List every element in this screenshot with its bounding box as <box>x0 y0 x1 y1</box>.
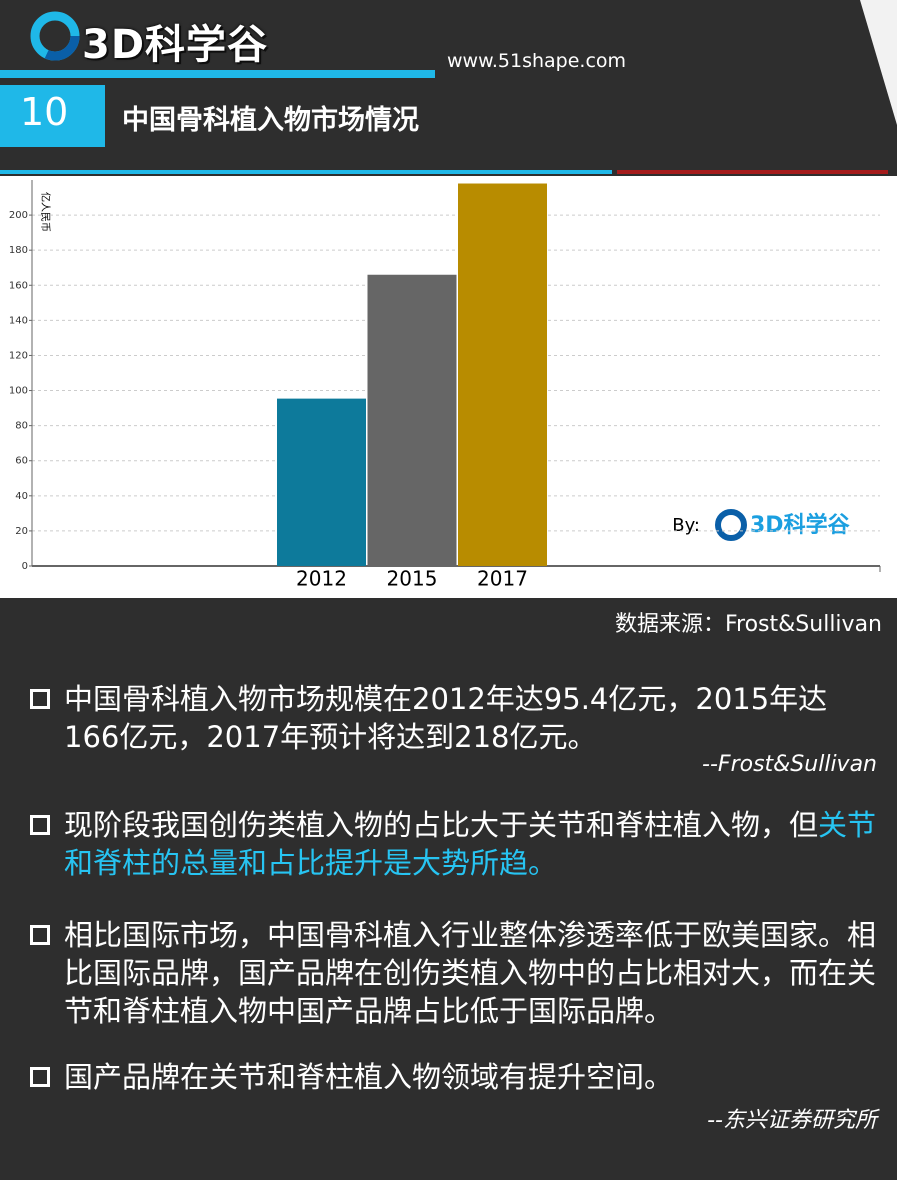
bullet-text: 国产品牌在关节和脊柱植入物领域有提升空间。 <box>64 1060 674 1094</box>
y-tick-label: 20 <box>15 526 28 537</box>
x-tick-label: 2012 <box>296 567 347 591</box>
bullet-box <box>30 815 50 835</box>
bullet-text: 现阶段我国创伤类植入物的占比大于关节和脊柱植入物，但 <box>64 808 819 842</box>
y-tick-label: 120 <box>9 350 28 361</box>
header-decor <box>0 0 897 174</box>
page-corner <box>860 0 897 125</box>
citation: --Frost&Sullivan <box>702 752 877 777</box>
url: www.51shape.com <box>447 50 627 72</box>
y-tick-label: 80 <box>15 421 28 432</box>
source: 数据来源：Frost&Sullivan <box>614 612 882 637</box>
chart: 亿人民币 By: 3D科学谷 0 20 40 60 80 100 120 140 160 180 2… <box>0 176 897 598</box>
bullet: 相比国际市场，中国骨科植入行业整体渗透率低于欧美国家。相比国际品牌，国产品牌在创… <box>30 916 880 1030</box>
watermark-by: By: <box>672 515 700 536</box>
y-tick-label: 0 <box>22 561 28 572</box>
bullet-text: 相比国际市场，中国骨科植入行业整体渗透率低于欧美国家。相比国际品牌，国产品牌在创… <box>64 918 877 1028</box>
watermark-icon <box>715 509 747 541</box>
citation: --东兴证券研究所 <box>707 1108 877 1133</box>
y-axis-label: 亿人民币 <box>39 192 52 232</box>
bullet-text: 中国骨科植入物市场规模在2012年达95.4亿元，2015年达166亿元，201… <box>64 682 828 754</box>
bullet-highlight: 关节和脊柱的总量和占比提升是大势所趋。 <box>64 808 877 880</box>
divider-red <box>617 170 888 174</box>
y-tick-label: 100 <box>9 386 28 397</box>
y-tick-label: 40 <box>15 491 28 502</box>
bar <box>458 183 547 566</box>
divider-blue <box>0 170 612 174</box>
y-tick-label: 200 <box>9 210 28 221</box>
bullet-box <box>30 689 50 709</box>
bar <box>367 274 457 566</box>
bullet: 现阶段我国创伤类植入物的占比大于关节和脊柱植入物，但关节和脊柱的总量和占比提升是… <box>30 806 880 882</box>
x-tick-label: 2015 <box>387 567 438 591</box>
logo-ring-dark <box>30 11 80 61</box>
y-tick-label: 140 <box>9 315 28 326</box>
y-tick-label: 180 <box>9 245 28 256</box>
x-tick-label: 2017 <box>477 567 528 591</box>
title: 中国骨科植入物市场情况 <box>122 105 419 136</box>
y-tick-label: 60 <box>15 456 28 467</box>
header-bar <box>0 70 435 78</box>
bullet-box <box>30 925 50 945</box>
bar <box>277 398 366 566</box>
bullet: 中国骨科植入物市场规模在2012年达95.4亿元，2015年达166亿元，201… <box>30 680 880 756</box>
bullet: 国产品牌在关节和脊柱植入物领域有提升空间。 <box>30 1058 880 1096</box>
y-tick-label: 160 <box>9 280 28 291</box>
bullet-box <box>30 1067 50 1087</box>
section-number: 10 <box>0 85 105 147</box>
logo: 3D科学谷 <box>82 22 269 68</box>
watermark-logo: 3D科学谷 <box>750 512 851 538</box>
